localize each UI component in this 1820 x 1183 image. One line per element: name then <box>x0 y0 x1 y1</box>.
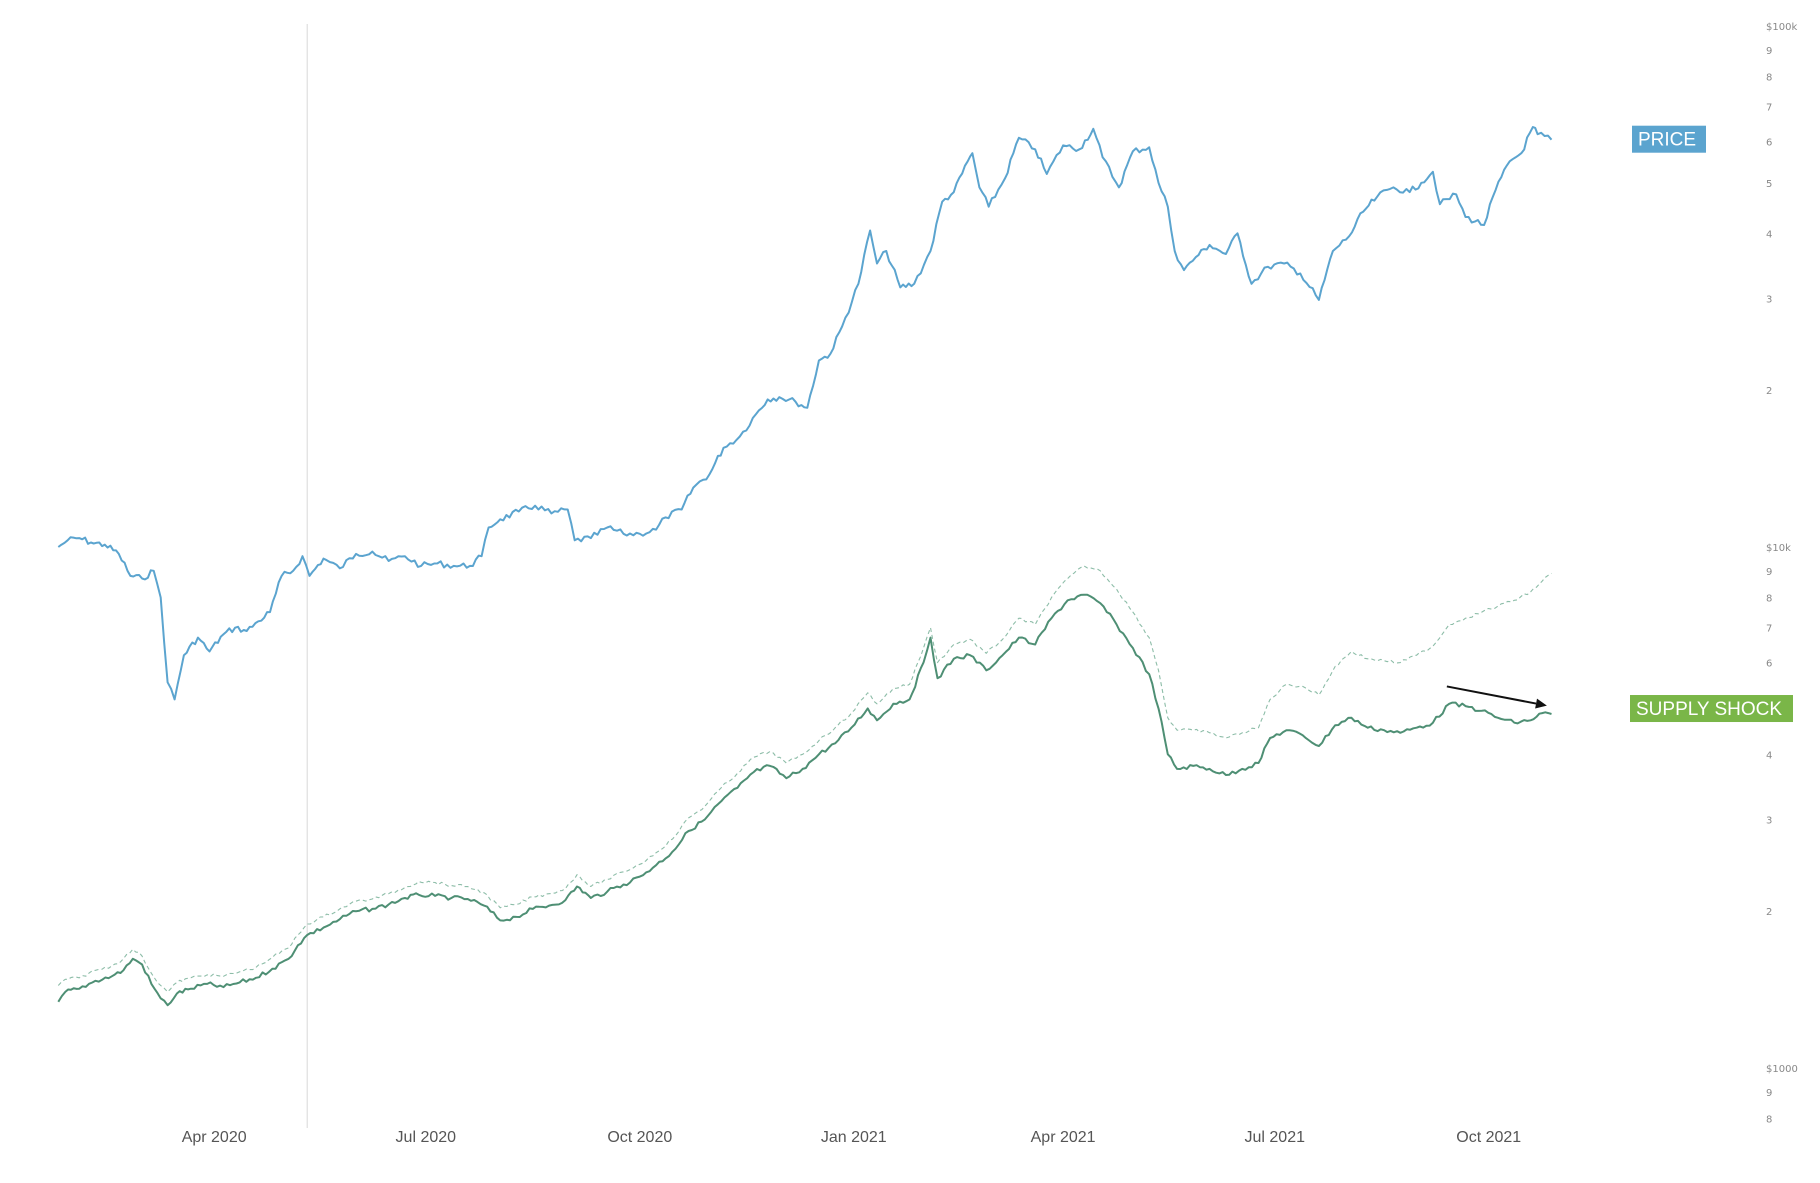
y-tick-label: 3 <box>1766 815 1772 826</box>
series-labels: PRICE SUPPLY SHOCK <box>1630 125 1793 723</box>
y-tick-label: 4 <box>1766 750 1772 761</box>
x-tick-label: Jan 2021 <box>821 1129 887 1146</box>
x-tick-label: Jul 2020 <box>396 1129 457 1146</box>
x-axis: Apr 2020 Jul 2020 Oct 2020 Jan 2021 Apr 2021… <box>182 1129 1522 1146</box>
y-tick-label: 7 <box>1766 103 1772 114</box>
x-tick-label: Apr 2021 <box>1031 1129 1096 1146</box>
supply-shock-reference-line <box>57 565 1552 993</box>
y-tick-label: 9 <box>1766 1088 1772 1099</box>
y-tick-label: 2 <box>1766 386 1772 397</box>
annotation-layer <box>1446 685 1547 709</box>
x-tick-label: Oct 2021 <box>1456 1129 1521 1146</box>
y-tick-label: $100k <box>1766 22 1797 33</box>
svg-text:SUPPLY SHOCK: SUPPLY SHOCK <box>1636 699 1782 720</box>
y-tick-label: 9 <box>1766 567 1772 578</box>
y-tick-label: 2 <box>1766 907 1772 918</box>
x-tick-label: Oct 2020 <box>607 1129 672 1146</box>
y-tick-label: 8 <box>1766 1114 1772 1125</box>
price-label: PRICE <box>1632 125 1706 153</box>
supply-shock-line <box>57 593 1552 1007</box>
x-tick-label: Apr 2020 <box>182 1129 247 1146</box>
y-tick-label: 8 <box>1766 593 1772 604</box>
price-line <box>57 126 1553 701</box>
y-tick-label: $10k <box>1766 543 1791 554</box>
series-layer <box>57 126 1553 1007</box>
y-tick-label: 7 <box>1766 624 1772 635</box>
x-tick-label: Jul 2021 <box>1245 1129 1306 1146</box>
y-tick-label: 8 <box>1766 72 1772 83</box>
y-tick-label: 6 <box>1766 138 1772 149</box>
y-tick-label: 9 <box>1766 46 1772 57</box>
y-tick-label: 3 <box>1766 294 1772 305</box>
annotation-arrow <box>1446 685 1547 709</box>
y-tick-label: 6 <box>1766 659 1772 670</box>
y-tick-label: 4 <box>1766 229 1772 240</box>
y-tick-label: 5 <box>1766 179 1772 190</box>
svg-text:PRICE: PRICE <box>1638 130 1696 151</box>
supply-shock-label: SUPPLY SHOCK <box>1630 695 1793 723</box>
y-tick-label: $1000 <box>1766 1064 1798 1075</box>
